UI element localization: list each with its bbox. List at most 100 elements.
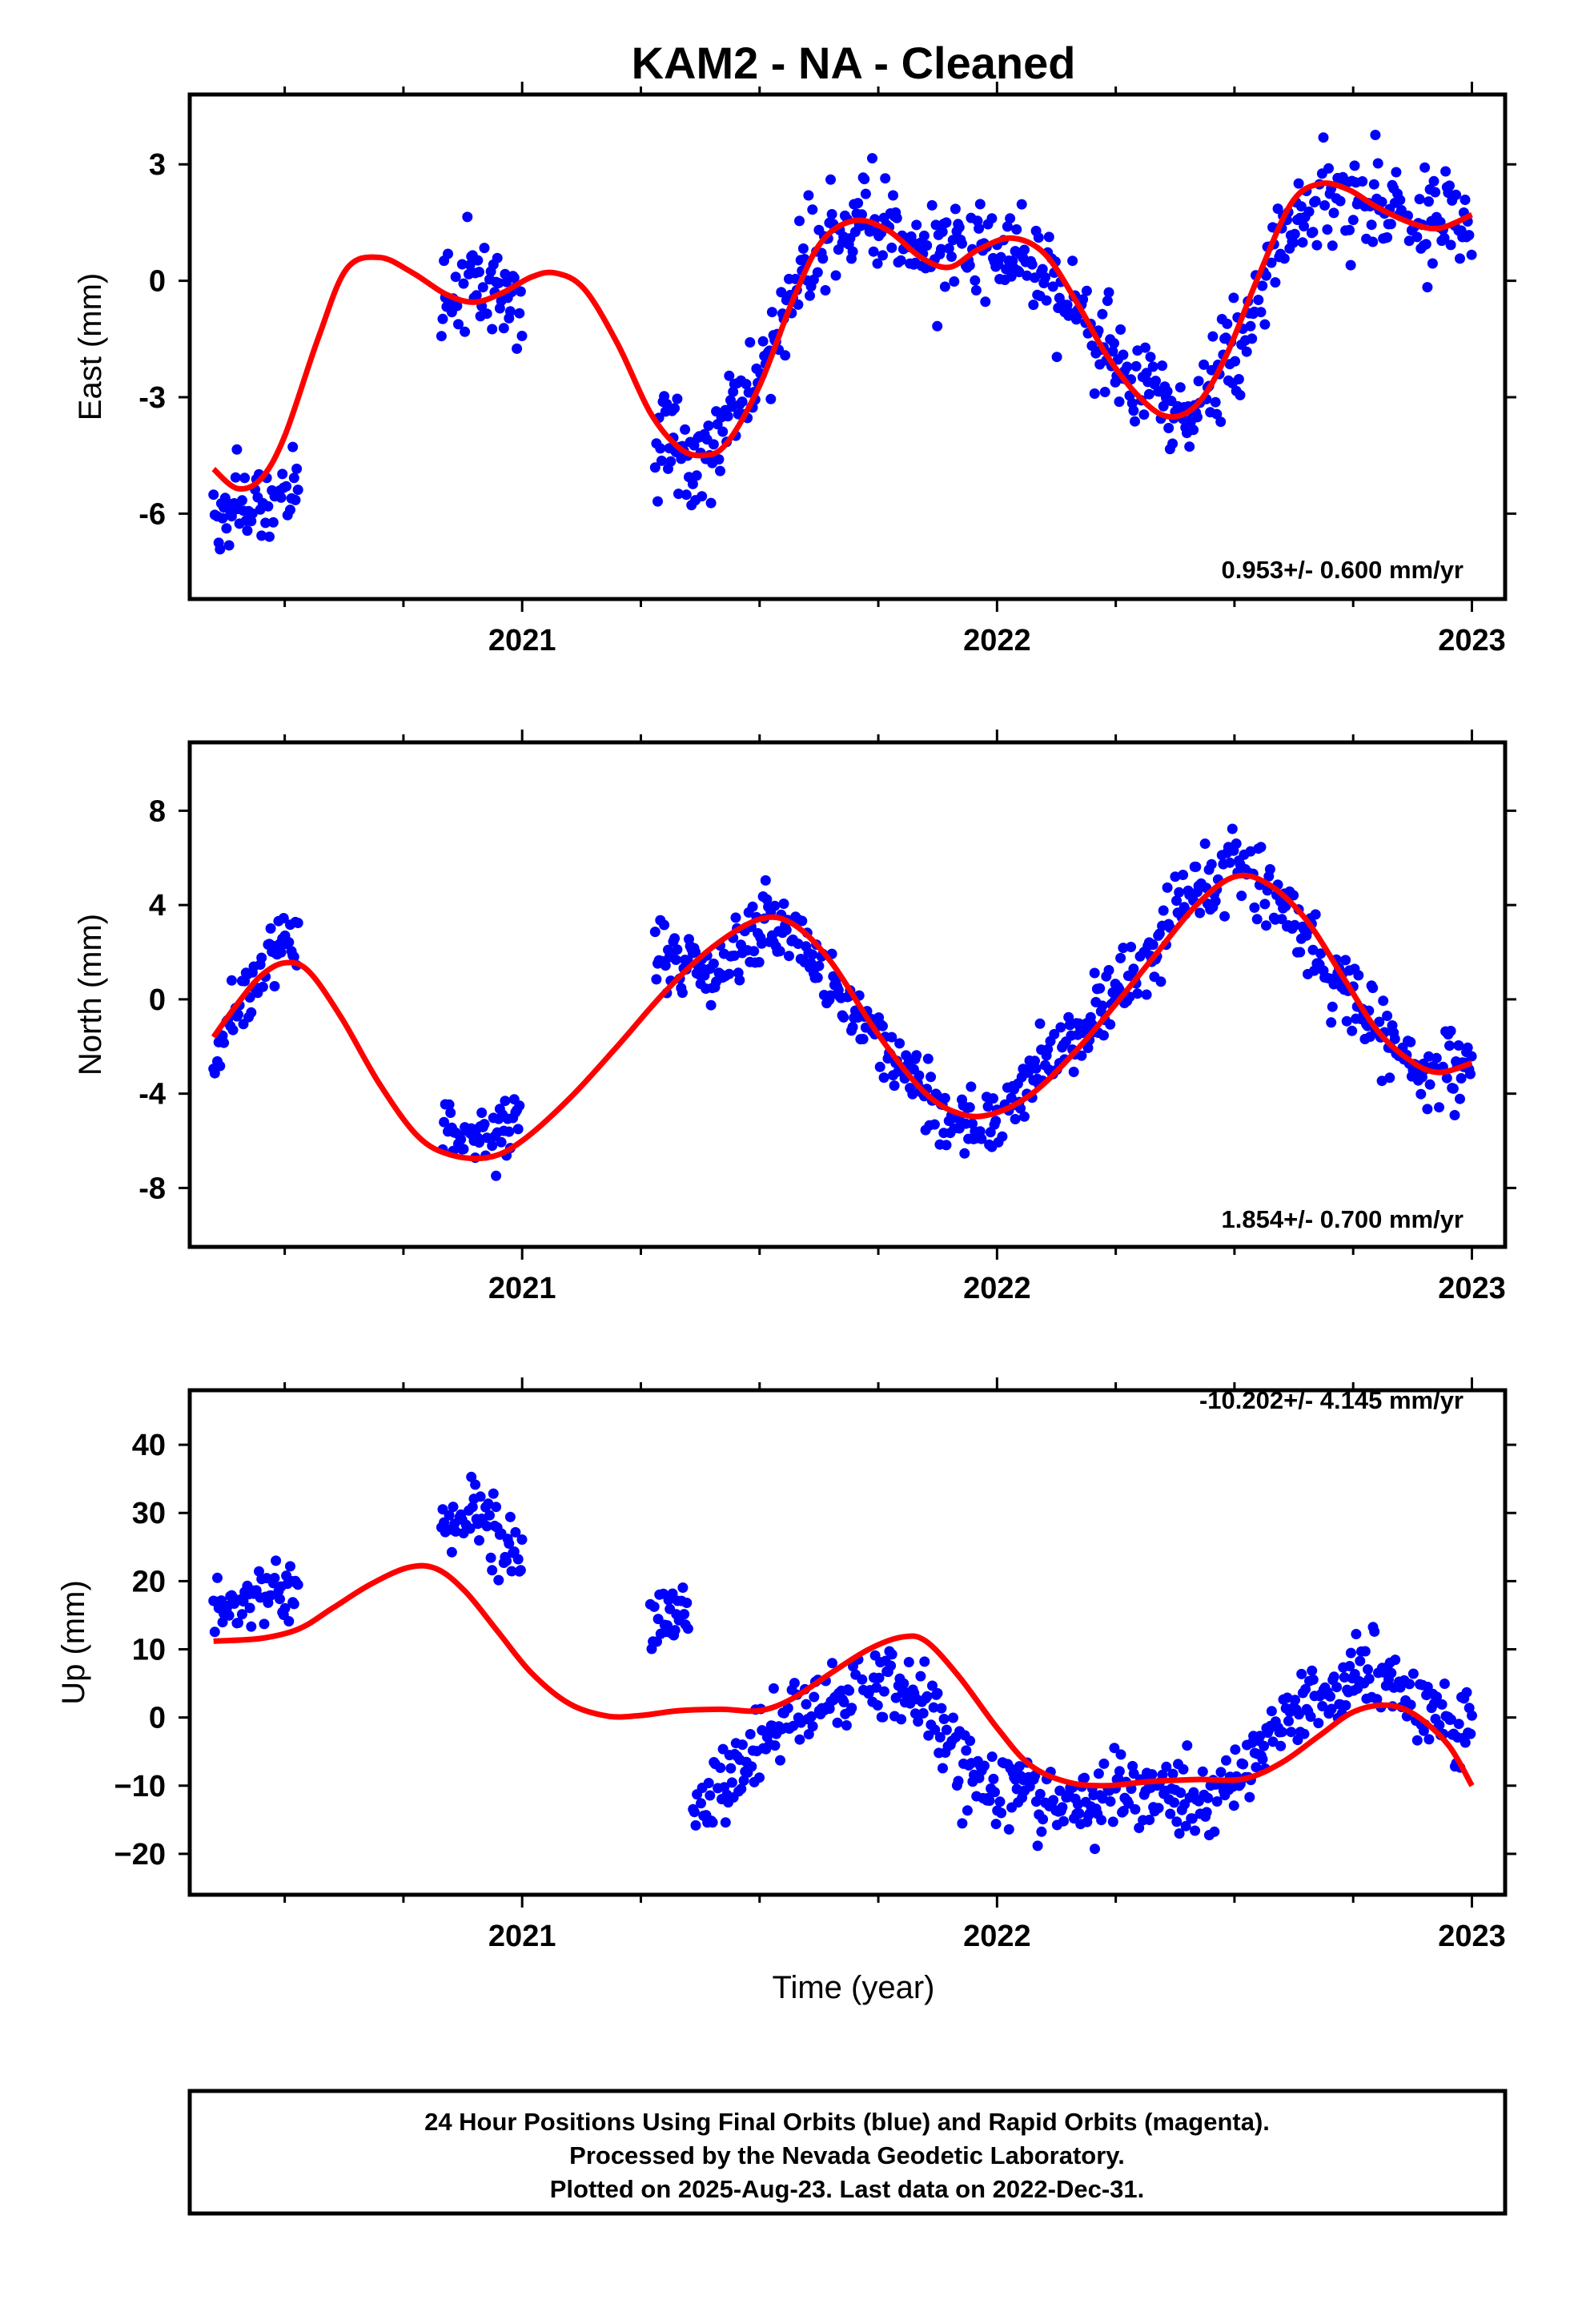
x-axis-label: Time (year) <box>773 1970 935 2005</box>
north-point <box>1341 1015 1352 1027</box>
east-point <box>867 153 877 164</box>
east-y-tick-label: 0 <box>149 265 166 299</box>
east-point <box>1279 253 1290 264</box>
east-point <box>868 246 879 257</box>
up-point <box>878 1686 889 1697</box>
east-point <box>1261 270 1271 281</box>
east-point <box>1303 206 1315 217</box>
up-point <box>807 1721 818 1732</box>
up-point <box>1340 1700 1351 1711</box>
up-data-points <box>208 1471 1477 1855</box>
up-point <box>467 1502 478 1513</box>
east-point <box>895 255 906 266</box>
up-point <box>466 1471 477 1482</box>
east-point <box>1167 438 1178 449</box>
footer-frame <box>187 2089 1508 2216</box>
up-fit-curve <box>213 1562 1475 1789</box>
north-point <box>269 981 280 991</box>
north-point <box>1006 1092 1017 1104</box>
up-point <box>1228 1800 1239 1811</box>
north-point <box>1340 955 1351 966</box>
north-point <box>672 944 683 955</box>
up-point <box>932 1687 943 1699</box>
east-point <box>288 472 299 484</box>
up-point <box>1134 1823 1145 1833</box>
north-point <box>1055 1022 1066 1033</box>
north-point <box>481 1132 492 1144</box>
up-point <box>682 1623 693 1634</box>
up-point <box>1436 1699 1447 1710</box>
north-point <box>874 1061 885 1072</box>
north-fit-curve <box>211 872 1473 1162</box>
east-point <box>1372 158 1383 169</box>
up-point <box>292 1579 303 1590</box>
up-point <box>768 1683 779 1694</box>
east-point <box>1210 396 1221 408</box>
east-point <box>936 243 946 255</box>
east-point <box>1215 416 1227 428</box>
east-point <box>1145 352 1156 363</box>
up-point <box>988 1773 999 1784</box>
up-point <box>705 1790 716 1801</box>
up-point <box>1259 1740 1270 1751</box>
up-point <box>789 1678 800 1689</box>
up-point <box>279 1602 291 1614</box>
north-point <box>1126 942 1137 952</box>
east-point <box>1011 224 1022 235</box>
up-point <box>236 1609 247 1620</box>
north-point <box>913 1070 925 1081</box>
up-point <box>485 1552 496 1563</box>
east-point <box>1109 338 1119 349</box>
east-frame <box>187 92 1508 601</box>
up-point <box>1105 1796 1116 1807</box>
east-point <box>1423 196 1434 207</box>
east-point <box>1318 132 1329 143</box>
up-point <box>1369 1626 1380 1637</box>
east-point <box>462 211 473 223</box>
north-point <box>724 968 735 979</box>
east-point <box>498 323 509 334</box>
north-point <box>734 975 745 986</box>
east-point <box>859 174 870 185</box>
up-point <box>233 1618 243 1628</box>
up-point <box>212 1572 223 1583</box>
east-point <box>1455 253 1465 264</box>
up-point <box>903 1657 914 1667</box>
up-point <box>1439 1679 1450 1689</box>
up-x-tick-label: 2022 <box>963 1920 1031 1953</box>
north-point <box>219 1037 230 1048</box>
north-point <box>1424 1079 1435 1090</box>
east-point <box>1141 368 1152 379</box>
north-point <box>288 951 299 963</box>
north-point <box>1236 891 1247 902</box>
north-point <box>649 927 661 938</box>
east-point <box>947 235 958 246</box>
north-y-tick-label: -8 <box>139 1172 166 1205</box>
up-point <box>832 1717 843 1728</box>
up-point <box>984 1795 995 1806</box>
up-point <box>275 1594 285 1605</box>
up-point <box>1118 1806 1129 1816</box>
north-point <box>491 1170 502 1181</box>
up-point <box>493 1574 504 1586</box>
up-point <box>754 1772 765 1783</box>
north-point <box>1097 1000 1108 1011</box>
up-point <box>703 1778 714 1788</box>
up-point <box>662 1620 673 1631</box>
east-point <box>1051 352 1062 363</box>
up-point <box>1169 1797 1180 1808</box>
up-point <box>246 1621 257 1632</box>
up-point <box>259 1618 270 1630</box>
north-point <box>1261 920 1271 931</box>
north-point <box>1315 948 1327 959</box>
up-point <box>484 1510 495 1521</box>
east-point <box>453 319 464 330</box>
east-point <box>487 324 498 335</box>
east-point <box>1067 255 1078 267</box>
east-point <box>655 443 666 454</box>
east-point <box>932 320 943 332</box>
north-point <box>1466 1051 1477 1062</box>
footer-line-1: 24 Hour Positions Using Final Orbits (bl… <box>424 2108 1270 2136</box>
east-fit-curve <box>211 180 1473 492</box>
up-point <box>1371 1694 1383 1705</box>
